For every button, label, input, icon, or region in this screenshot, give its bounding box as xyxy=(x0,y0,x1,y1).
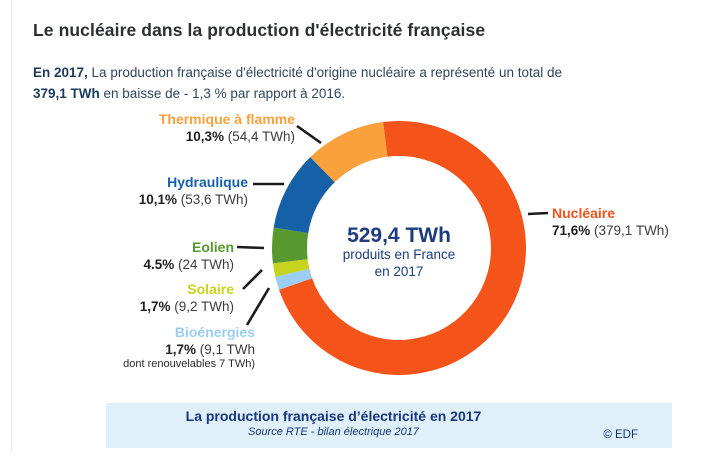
label-thermique-name: Thermique à flamme xyxy=(158,111,295,127)
label-thermique-detail: (54,4 TWh) xyxy=(223,128,295,144)
label-solaire-name: Solaire xyxy=(187,281,234,297)
label-thermique: Thermique à flamme 10,3% (54,4 TWh) xyxy=(159,111,295,145)
donut-segment-eolien xyxy=(271,227,309,264)
donut-segment-hydraulique xyxy=(273,157,335,234)
label-solaire: Solaire 1,7% (9,2 TWh) xyxy=(140,281,234,315)
footer-source: Source RTE - bilan électrique 2017 xyxy=(247,426,419,438)
label-hydraulique: Hydraulique 10,1% (53,6 TWh) xyxy=(139,174,248,208)
label-eolien-name: Eolien xyxy=(191,239,234,255)
label-eolien: Eolien 4.5% (24 TWh) xyxy=(143,239,234,273)
label-nucleaire-pct: 71,6% xyxy=(552,222,591,238)
leader-line-solaire xyxy=(242,269,263,290)
footer-text-block: La production française d’électricité en… xyxy=(106,408,561,438)
center-subtitle-1: produits en France xyxy=(342,247,456,263)
donut-segment-solaire xyxy=(272,259,310,277)
donut-segment-bioenergies xyxy=(275,268,313,290)
left-page-border xyxy=(11,0,12,453)
page-title: Le nucléaire dans la production d'électr… xyxy=(33,19,486,40)
label-bioenergies-note: dont renouvelables 7 TWh) xyxy=(123,358,255,371)
label-eolien-pct: 4.5% xyxy=(143,256,175,272)
label-solaire-pct: 1,7% xyxy=(139,298,171,314)
label-nucleaire-name: Nucléaire xyxy=(552,205,616,221)
footer-credit: © EDF xyxy=(603,429,638,441)
donut-segment-thermique-a-flamme xyxy=(310,122,388,183)
label-nucleaire-detail: (379,1 TWh) xyxy=(590,222,669,238)
footer-title: La production française d’électricité en… xyxy=(185,408,482,424)
center-subtitle-2: en 2017 xyxy=(374,263,424,279)
label-bioenergies-pct: 1,7% xyxy=(165,341,196,357)
label-solaire-detail: (9,2 TWh) xyxy=(170,298,234,314)
intro-bold-year: En 2017, xyxy=(33,64,88,80)
intro-paragraph: En 2017, La production française d'élect… xyxy=(33,62,713,105)
leader-line-thermique xyxy=(296,124,322,145)
intro-bold-value: 379,1 TWh xyxy=(33,86,100,102)
label-bioenergies: Bioénergies 1,7% (9,1 TWh dont renouvela… xyxy=(123,324,255,372)
label-eolien-detail: (24 TWh) xyxy=(174,256,234,272)
leader-line-nucleaire xyxy=(527,211,549,216)
chart-footer-banner: La production française d’électricité en… xyxy=(106,403,672,448)
label-thermique-pct: 10,3% xyxy=(185,128,224,144)
label-hydraulique-pct: 10,1% xyxy=(138,191,177,207)
label-bioenergies-detail: (9,1 TWh xyxy=(195,341,255,357)
label-hydraulique-name: Hydraulique xyxy=(167,174,248,190)
intro-text-2: en baisse de - 1,3 % par rapport à 2016. xyxy=(99,86,346,102)
donut-ring xyxy=(271,120,526,375)
label-bioenergies-name: Bioénergies xyxy=(174,324,255,340)
total-production-value: 529,4 TWh xyxy=(347,224,451,247)
donut-center-label: 529,4 TWh produits en France en 2017 xyxy=(289,224,509,281)
intro-text-1: La production française d'électricité d'… xyxy=(87,64,562,80)
label-hydraulique-detail: (53,6 TWh) xyxy=(176,191,248,207)
leader-line-bioenergies xyxy=(245,287,271,326)
label-nucleaire: Nucléaire 71,6% (379,1 TWh) xyxy=(552,205,669,239)
leader-line-eolien xyxy=(236,245,265,250)
